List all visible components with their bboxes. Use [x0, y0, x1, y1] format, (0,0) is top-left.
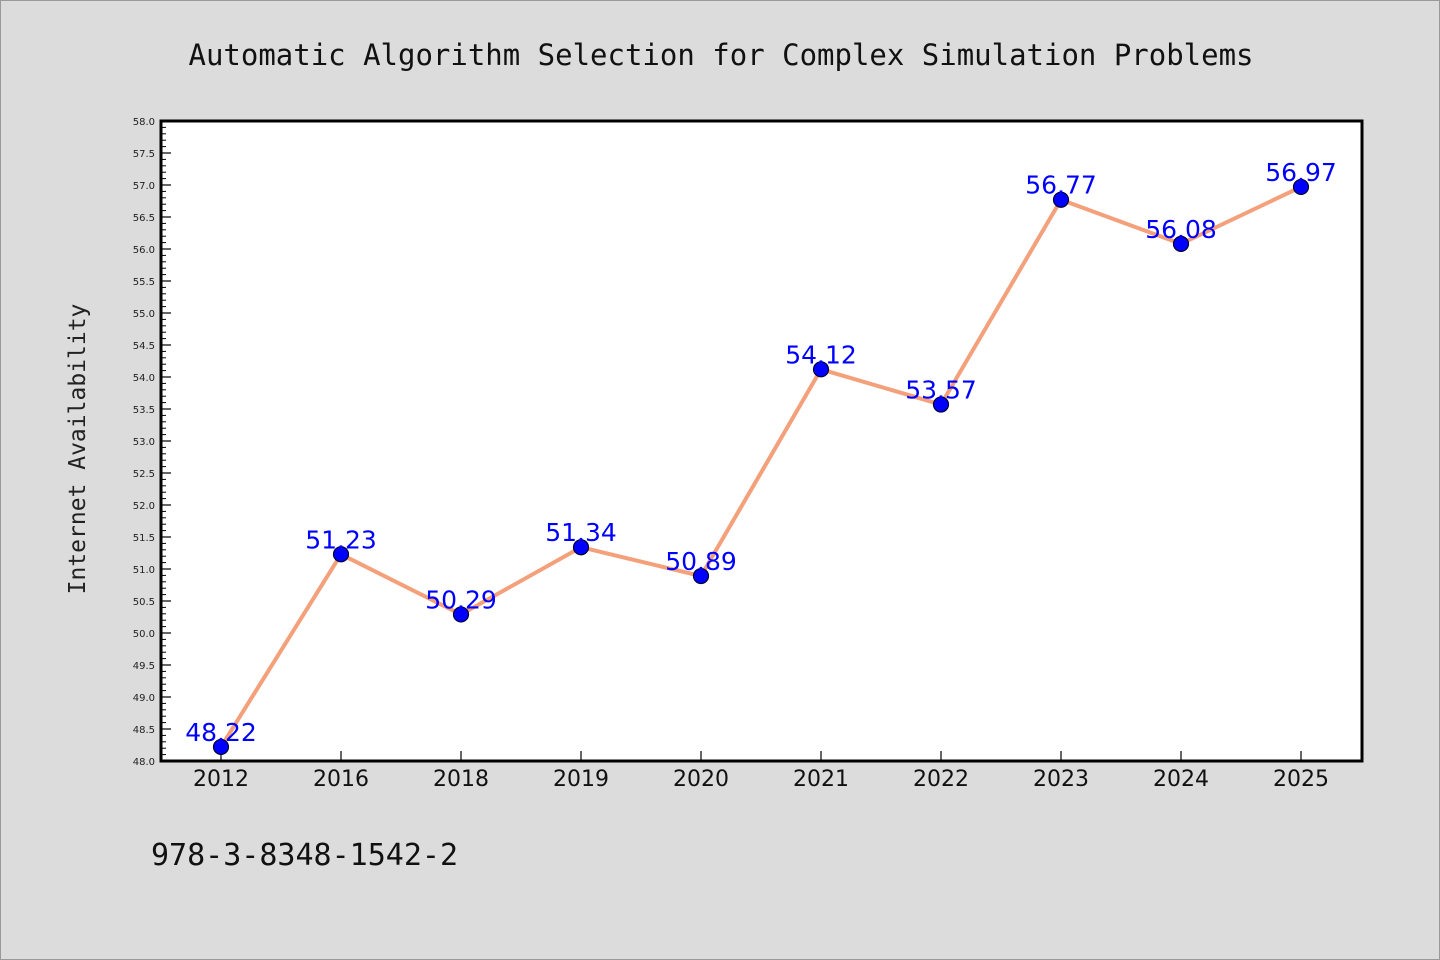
data-label: 56.77 — [1025, 171, 1097, 200]
data-point — [332, 546, 350, 563]
x-tick-label: 2016 — [313, 767, 369, 792]
data-point — [812, 361, 830, 378]
data-label: 53.57 — [905, 376, 977, 405]
series-line — [219, 184, 1303, 749]
y-tick-label: 53.0 — [133, 437, 155, 448]
x-tick-label: 2023 — [1033, 767, 1089, 792]
y-tick-label: 57.0 — [133, 181, 155, 192]
y-axis-ticks: 48.0 48.5 49.0 49.5 50.0 50.5 51.0 51.5 52.0 52.5… — [133, 117, 171, 768]
y-tick-label: 55.0 — [133, 309, 155, 320]
x-tick-label: 2019 — [553, 767, 609, 792]
data-label: 54.12 — [785, 340, 857, 369]
y-tick-label: 52.0 — [133, 501, 155, 512]
y-tick-label: 49.5 — [133, 661, 155, 672]
x-tick-label: 2021 — [793, 767, 849, 792]
chart-title: Automatic Algorithm Selection for Comple… — [188, 38, 1253, 72]
x-tick-label: 2018 — [433, 767, 489, 792]
x-axis-ticks: 2012 2016 2018 2019 2020 2021 2022 2023 2024 2025 — [193, 751, 1329, 792]
data-point — [572, 539, 590, 556]
x-tick-label: 2022 — [913, 767, 969, 792]
data-point — [452, 606, 470, 623]
data-point — [212, 738, 230, 756]
data-point — [1292, 178, 1310, 196]
data-markers — [212, 178, 1310, 756]
data-point — [1052, 191, 1070, 208]
y-tick-label: 51.5 — [133, 533, 155, 544]
y-tick-label: 48.0 — [133, 757, 155, 768]
series-line-group — [219, 184, 1303, 749]
x-tick-label: 2012 — [193, 767, 249, 792]
y-tick-label: 50.5 — [133, 597, 155, 608]
data-label: 51.23 — [305, 525, 377, 554]
y-tick-label: 52.5 — [133, 469, 155, 480]
isbn-footer: 978-3-8348-1542-2 — [151, 838, 458, 873]
y-tick-label: 48.5 — [133, 725, 155, 736]
data-point — [932, 396, 950, 413]
y-tick-label: 56.0 — [133, 245, 155, 256]
y-tick-label: 57.5 — [133, 149, 155, 160]
y-axis-label: Internet Availability — [65, 304, 91, 595]
y-tick-label: 55.5 — [133, 277, 155, 288]
y-tick-label: 54.5 — [133, 341, 155, 352]
data-label: 56.08 — [1145, 215, 1217, 244]
y-tick-label: 54.0 — [133, 373, 155, 384]
data-label: 56.97 — [1265, 158, 1337, 187]
x-tick-label: 2025 — [1273, 767, 1329, 792]
y-tick-label: 50.0 — [133, 629, 155, 640]
data-label: 50.89 — [665, 547, 737, 576]
x-tick-label: 2020 — [673, 767, 729, 792]
data-label: 48.22 — [185, 718, 257, 747]
data-labels: 48.22 51.23 50.29 51.34 50.89 54.12 53.57 56.77… — [185, 158, 1337, 747]
y-tick-label: 53.5 — [133, 405, 155, 416]
x-tick-label: 2024 — [1153, 767, 1209, 792]
data-label: 51.34 — [545, 518, 617, 547]
y-tick-label: 49.0 — [133, 693, 155, 704]
plot-frame — [159, 119, 1364, 763]
data-point — [1172, 235, 1190, 252]
y-tick-label: 58.0 — [133, 117, 155, 128]
y-tick-label: 51.0 — [133, 565, 155, 576]
data-point — [692, 567, 710, 585]
data-label: 50.29 — [425, 585, 497, 614]
plot-area — [161, 121, 1362, 761]
y-tick-label: 56.5 — [133, 213, 155, 224]
